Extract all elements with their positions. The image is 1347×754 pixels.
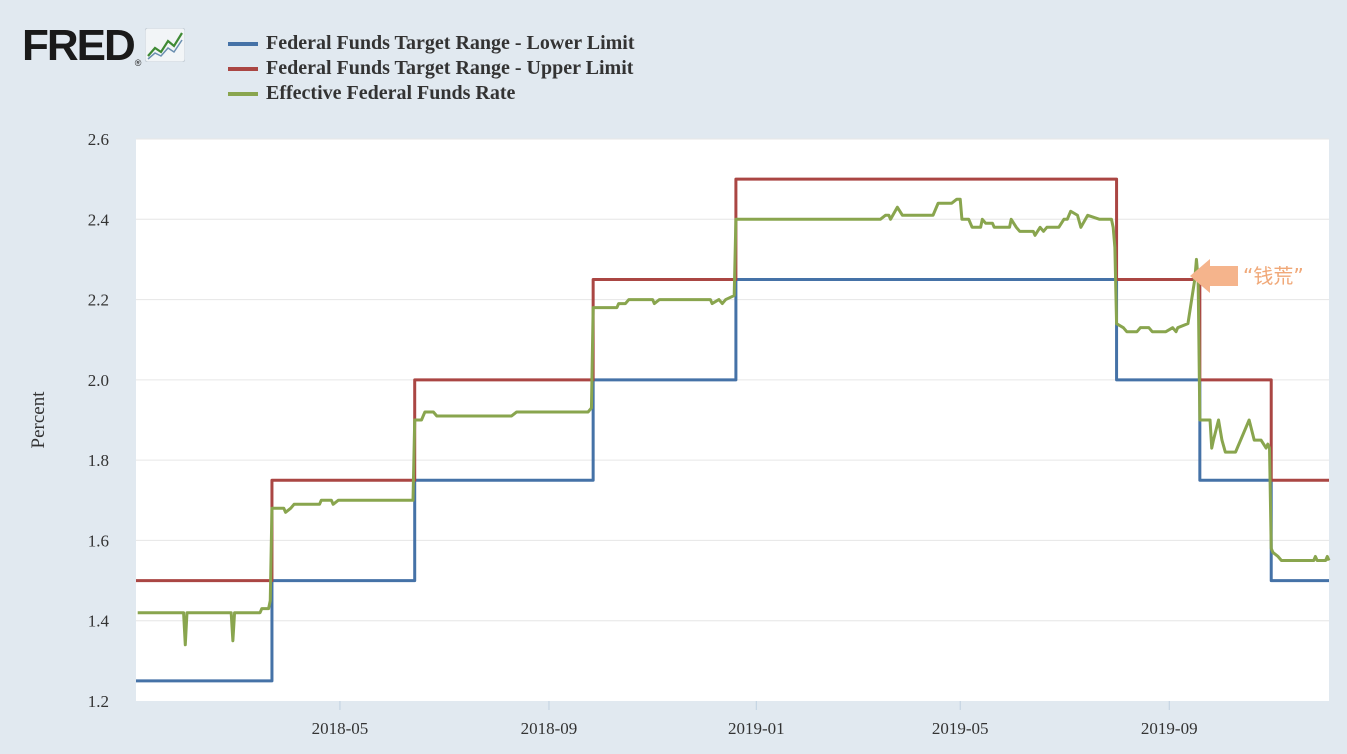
series-line-3 [137,197,1331,647]
y-tick-label: 2.0 [88,371,109,390]
y-tick-label: 2.6 [88,130,109,149]
arrow-left-icon [1190,259,1238,293]
y-axis-ticks: 1.2 1.4 1.6 1.8 2.0 2.2 2.4 2.6 [88,130,110,711]
legend-item[interactable]: Federal Funds Target Range - Upper Limit [228,56,635,81]
x-axis-ticks: 2018-05 2018-09 2019-01 2019-05 2019-09 [312,701,1198,738]
legend-swatch [228,91,258,96]
chart-legend: Federal Funds Target Range - Lower Limit… [228,31,635,106]
y-tick-label: 2.2 [88,291,109,310]
plot-area [136,139,1329,701]
legend-swatch [228,41,258,46]
series-layer [136,177,1331,683]
y-tick-label: 1.4 [88,612,110,631]
legend-item[interactable]: Federal Funds Target Range - Lower Limit [228,31,635,56]
legend-label: Effective Federal Funds Rate [266,82,516,104]
line-graph-icon [145,28,186,62]
y-tick-label: 1.2 [88,692,109,711]
legend-label: Federal Funds Target Range - Upper Limit [266,57,634,79]
x-tick-label: 2019-09 [1141,719,1198,738]
legend-item[interactable]: Effective Federal Funds Rate [228,81,635,106]
x-tick-label: 2019-05 [932,719,989,738]
y-tick-label: 2.4 [88,210,110,229]
series-line-1 [136,278,1329,683]
annotation-label: “钱荒” [1243,264,1304,288]
annotation: “钱荒” [1190,259,1304,293]
logo-text: FRED [22,21,136,70]
x-tick-label: 2019-01 [728,719,785,738]
y-tick-label: 1.6 [88,531,109,550]
legend-label: Federal Funds Target Range - Lower Limit [266,32,635,54]
legend-swatch [228,66,258,71]
y-axis-title: Percent [28,391,49,449]
x-tick-label: 2018-09 [521,719,578,738]
y-tick-label: 1.8 [88,451,109,470]
fred-logo[interactable]: FRED ® [22,21,186,70]
registered-mark: ® [134,58,142,68]
x-tick-label: 2018-05 [312,719,369,738]
